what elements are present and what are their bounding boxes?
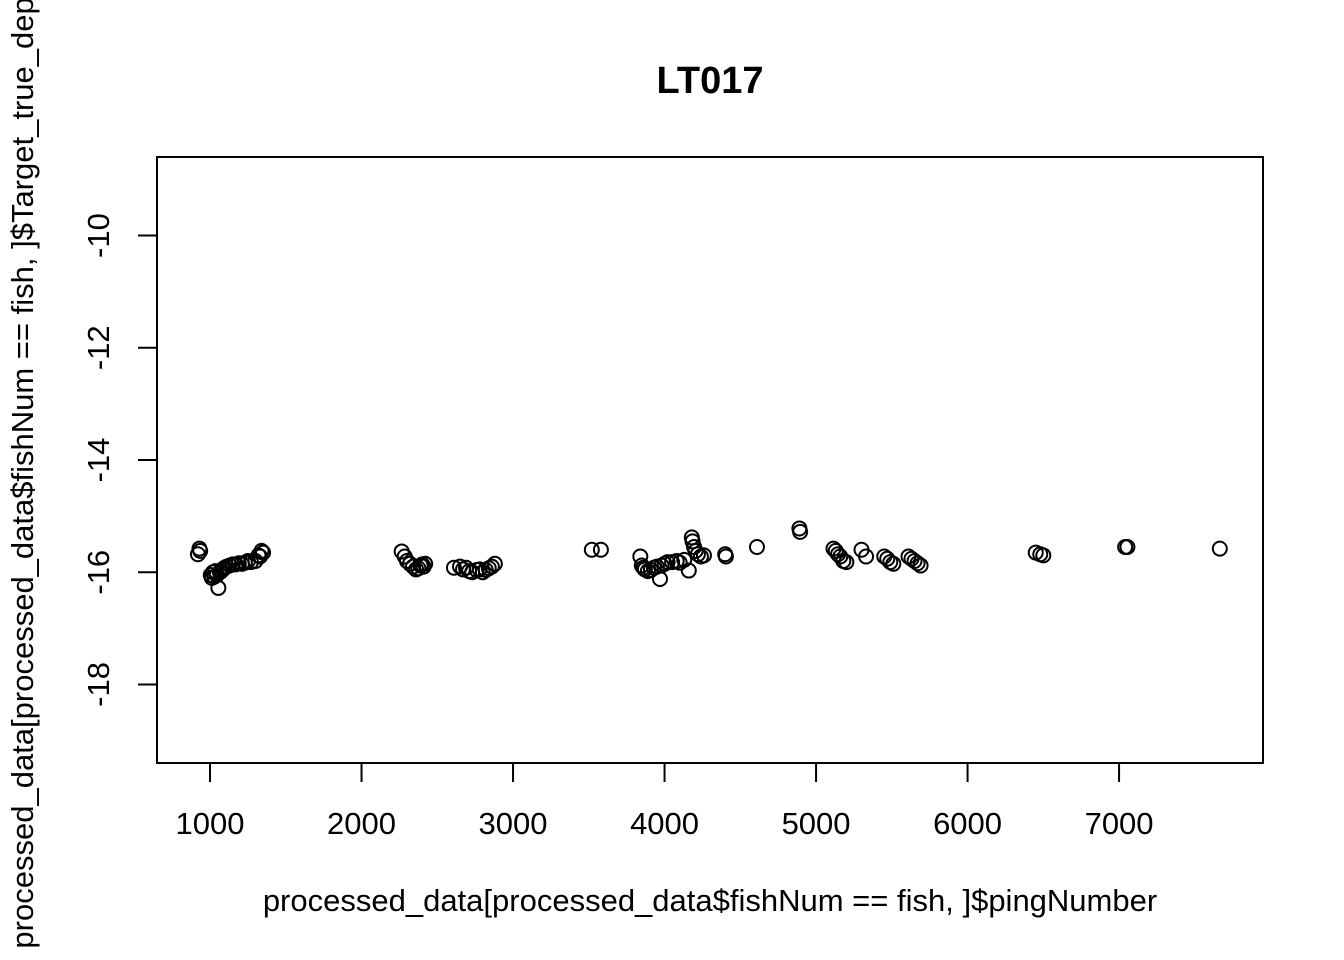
y-tick-label: -18 — [81, 662, 116, 707]
x-tick-label: 6000 — [933, 806, 1002, 841]
data-point — [583, 541, 600, 558]
data-point — [1211, 540, 1228, 557]
data-point — [210, 579, 227, 596]
data-point — [838, 554, 855, 571]
data-point — [858, 548, 875, 565]
data-point — [687, 542, 704, 559]
data-point — [1035, 547, 1052, 564]
data-point — [255, 544, 272, 561]
data-point — [659, 554, 676, 571]
data-point — [680, 562, 697, 579]
x-tick-label: 5000 — [782, 806, 851, 841]
data-point — [592, 541, 609, 558]
data-point — [909, 555, 926, 572]
y-tick-label: -14 — [81, 438, 116, 483]
x-tick-label: 4000 — [630, 806, 699, 841]
data-point — [471, 561, 488, 578]
data-point — [417, 555, 434, 572]
y-axis-label: processed_data[processed_data$fishNum ==… — [5, 0, 40, 949]
data-point — [445, 559, 462, 576]
x-tick-label: 1000 — [176, 806, 245, 841]
data-point — [676, 551, 693, 568]
data-point — [748, 538, 765, 555]
y-tick-label: -16 — [81, 550, 116, 595]
y-tick-label: -10 — [81, 213, 116, 258]
data-point — [253, 542, 270, 559]
data-point — [486, 555, 503, 572]
data-point — [1119, 538, 1136, 555]
y-axis: -18 -16 -14 -12 -10 — [81, 213, 158, 707]
data-point — [885, 555, 902, 572]
x-tick-label: 2000 — [327, 806, 396, 841]
data-point — [792, 523, 809, 540]
data-point — [912, 557, 929, 574]
data-point — [717, 548, 734, 565]
x-axis: 1000 2000 3000 4000 5000 6000 7000 — [176, 762, 1154, 841]
data-point — [192, 542, 209, 559]
chart-title: LT017 — [656, 60, 763, 102]
x-axis-label: processed_data[processed_data$fishNum ==… — [263, 883, 1157, 918]
data-point — [689, 546, 706, 563]
x-tick-label: 7000 — [1085, 806, 1154, 841]
data-point — [213, 563, 230, 580]
data-point — [652, 570, 669, 587]
data-point — [483, 558, 500, 575]
x-tick-label: 3000 — [479, 806, 548, 841]
plot-frame — [156, 156, 1264, 764]
data-point — [695, 547, 712, 564]
y-tick-label: -12 — [81, 325, 116, 370]
data-points — [189, 520, 1228, 596]
